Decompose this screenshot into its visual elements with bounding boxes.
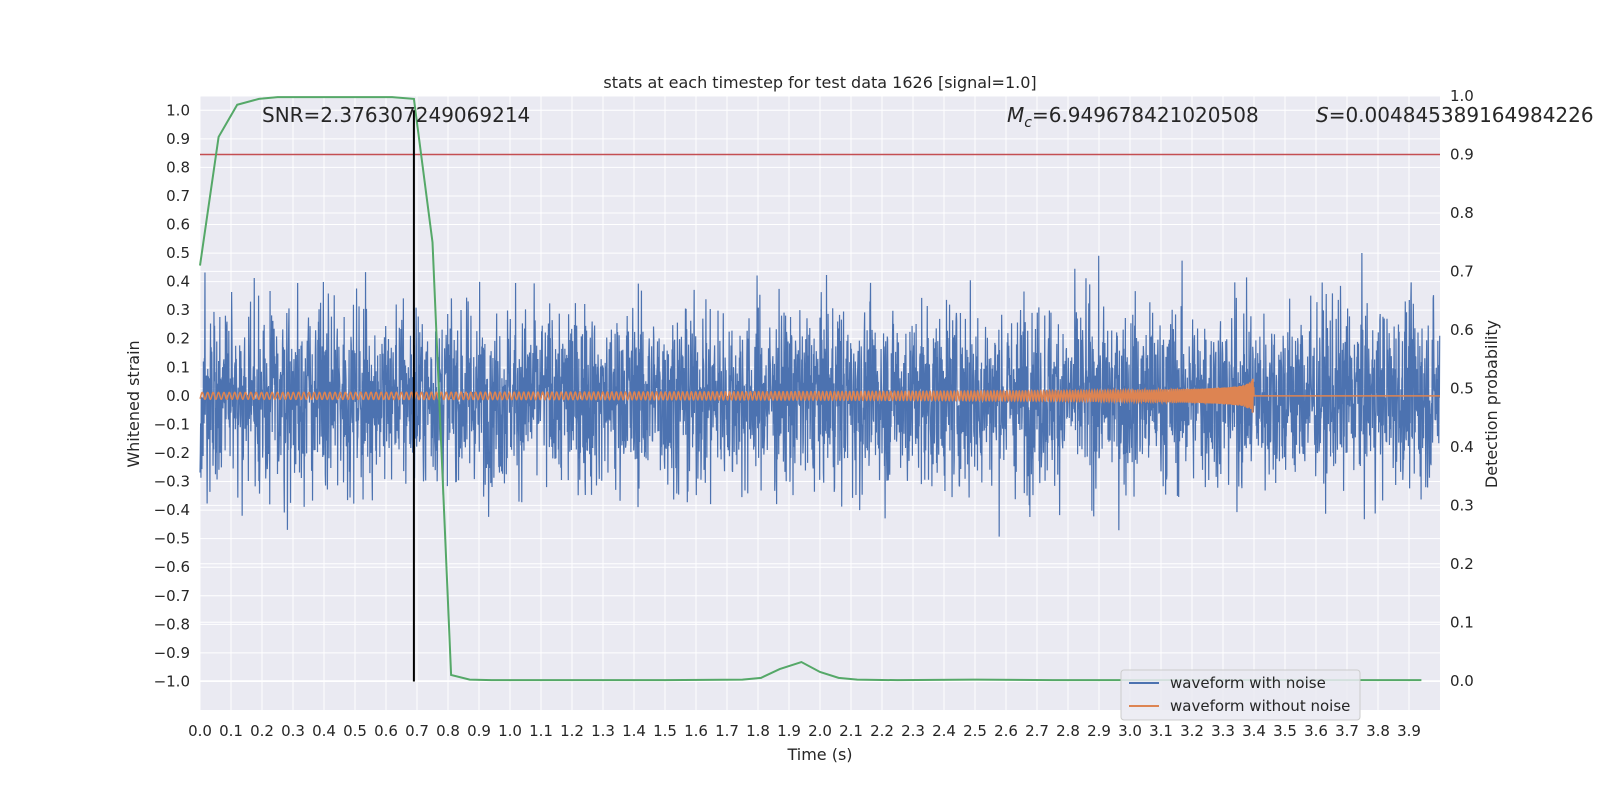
y-left-tick-label: −0.4 bbox=[154, 501, 190, 519]
y-left-tick-labels: 1.0 0.9 0.8 0.7 0.6 0.5 0.4 0.3 0.2 0.1 0.0 −0.1 −0.… bbox=[154, 101, 190, 690]
x-tick-label: 1.3 bbox=[591, 722, 615, 740]
s-value: =0.004845389164984226 bbox=[1329, 103, 1594, 127]
x-tick-label: 2.2 bbox=[870, 722, 894, 740]
x-tick-label: 1.0 bbox=[498, 722, 522, 740]
x-tick-label: 2.8 bbox=[1056, 722, 1080, 740]
y-right-tick-label: 0.5 bbox=[1450, 379, 1474, 397]
x-tick-label: 0.3 bbox=[281, 722, 305, 740]
y-right-axis-label: Detection probability bbox=[1482, 320, 1501, 488]
x-tick-label: 3.2 bbox=[1180, 722, 1204, 740]
title-group: stats at each timestep for test data 162… bbox=[603, 73, 1036, 92]
x-tick-label: 1.9 bbox=[777, 722, 801, 740]
y-left-tick-label: −0.9 bbox=[154, 644, 190, 662]
x-tick-label: 0.9 bbox=[467, 722, 491, 740]
x-tick-label: 3.9 bbox=[1397, 722, 1421, 740]
x-tick-label: 2.6 bbox=[994, 722, 1018, 740]
x-tick-label: 2.9 bbox=[1087, 722, 1111, 740]
y-right-tick-label: 0.3 bbox=[1450, 496, 1474, 514]
x-tick-label: 2.4 bbox=[932, 722, 956, 740]
y-right-tick-label: 1.0 bbox=[1450, 87, 1474, 105]
x-tick-label: 2.0 bbox=[808, 722, 832, 740]
series-waveform-without-noise bbox=[199, 378, 1440, 413]
x-tick-label: 1.5 bbox=[653, 722, 677, 740]
x-axis-label: Time (s) bbox=[786, 745, 852, 764]
x-tick-label: 1.2 bbox=[560, 722, 584, 740]
legend: waveform with noise waveform without noi… bbox=[1120, 669, 1361, 721]
y-left-tick-label: 0.7 bbox=[166, 187, 190, 205]
x-tick-label: 1.1 bbox=[529, 722, 553, 740]
y-left-tick-label: 0.1 bbox=[166, 358, 190, 376]
y-left-axis-label: Whitened strain bbox=[124, 340, 143, 467]
y-right-tick-label: 0.6 bbox=[1450, 321, 1474, 339]
legend-box bbox=[1120, 669, 1361, 721]
x-tick-label: 2.3 bbox=[901, 722, 925, 740]
mc-annotation: Mc=6.949678421020508 bbox=[1007, 103, 1259, 131]
x-tick-label: 3.1 bbox=[1149, 722, 1173, 740]
y-left-tick-label: 0.9 bbox=[166, 130, 190, 148]
x-tick-label: 3.8 bbox=[1366, 722, 1390, 740]
y-right-tick-label: 0.2 bbox=[1450, 555, 1474, 573]
x-tick-label: 1.7 bbox=[715, 722, 739, 740]
x-tick-label: 3.4 bbox=[1242, 722, 1266, 740]
y-left-tick-label: −0.2 bbox=[154, 444, 190, 462]
x-tick-label: 0.7 bbox=[405, 722, 429, 740]
y-left-tick-label: 0.2 bbox=[166, 330, 190, 348]
x-tick-label: 0.5 bbox=[343, 722, 367, 740]
x-tick-label: 3.0 bbox=[1118, 722, 1142, 740]
x-tick-label: 1.4 bbox=[622, 722, 646, 740]
y-left-tick-label: −0.5 bbox=[154, 530, 190, 548]
y-left-tick-label: 0.4 bbox=[166, 273, 190, 291]
x-tick-label: 0.8 bbox=[436, 722, 460, 740]
mc-symbol: M bbox=[1007, 103, 1024, 127]
x-tick-label: 0.2 bbox=[250, 722, 274, 740]
y-left-tick-label: 0.6 bbox=[166, 216, 190, 234]
x-tick-label: 3.7 bbox=[1335, 722, 1359, 740]
x-tick-label: 1.8 bbox=[746, 722, 770, 740]
x-tick-label: 0.6 bbox=[374, 722, 398, 740]
y-left-tick-label: 0.0 bbox=[166, 387, 190, 405]
y-left-tick-label: 0.3 bbox=[166, 301, 190, 319]
y-left-tick-label: 0.5 bbox=[166, 244, 190, 262]
y-left-tick-label: −1.0 bbox=[154, 672, 190, 690]
x-tick-label: 3.5 bbox=[1273, 722, 1297, 740]
y-right-tick-label: 0.8 bbox=[1450, 204, 1474, 222]
x-tick-label: 2.5 bbox=[963, 722, 987, 740]
y-right-tick-label: 0.9 bbox=[1450, 145, 1474, 163]
snr-annotation: SNR=2.376307249069214 bbox=[262, 103, 530, 127]
x-tick-label: 2.1 bbox=[839, 722, 863, 740]
legend-label-noisy: waveform with noise bbox=[1170, 674, 1326, 692]
y-left-tick-label: −0.3 bbox=[154, 473, 190, 491]
y-right-tick-label: 0.7 bbox=[1450, 262, 1474, 280]
x-tick-label: 1.6 bbox=[684, 722, 708, 740]
x-tick-label: 0.0 bbox=[188, 722, 212, 740]
s-annotation: S=0.004845389164984226 bbox=[1316, 103, 1594, 127]
x-tick-labels: 0.0 0.1 0.2 0.3 0.4 0.5 0.6 0.7 0.8 0.9 1.0 1.1 1.2 1… bbox=[188, 722, 1421, 740]
x-tick-label: 2.7 bbox=[1025, 722, 1049, 740]
x-tick-label: 3.3 bbox=[1211, 722, 1235, 740]
y-left-tick-label: −0.6 bbox=[154, 558, 190, 576]
y-left-tick-label: −0.7 bbox=[154, 587, 190, 605]
plot-lines bbox=[199, 96, 1441, 682]
y-right-tick-label: 0.0 bbox=[1450, 672, 1474, 690]
y-right-tick-label: 0.1 bbox=[1450, 613, 1474, 631]
y-right-tick-label: 0.4 bbox=[1450, 438, 1474, 456]
x-tick-label: 0.4 bbox=[312, 722, 336, 740]
x-tick-label: 3.6 bbox=[1304, 722, 1328, 740]
chart-title: stats at each timestep for test data 162… bbox=[603, 73, 1036, 92]
y-left-tick-label: 0.8 bbox=[166, 158, 190, 176]
y-left-tick-label: 1.0 bbox=[166, 101, 190, 119]
x-tick-label: 0.1 bbox=[219, 722, 243, 740]
legend-label-clean: waveform without noise bbox=[1170, 697, 1350, 715]
y-right-tick-labels: 1.0 0.9 0.8 0.7 0.6 0.5 0.4 0.3 0.2 0.1 0.0 bbox=[1450, 87, 1474, 690]
y-left-tick-label: −0.1 bbox=[154, 415, 190, 433]
series-detection-probability bbox=[199, 96, 1422, 682]
s-symbol: S bbox=[1316, 103, 1329, 127]
mc-subscript: c bbox=[1024, 115, 1032, 131]
y-left-tick-label: −0.8 bbox=[154, 615, 190, 633]
mc-value: =6.949678421020508 bbox=[1032, 103, 1259, 127]
